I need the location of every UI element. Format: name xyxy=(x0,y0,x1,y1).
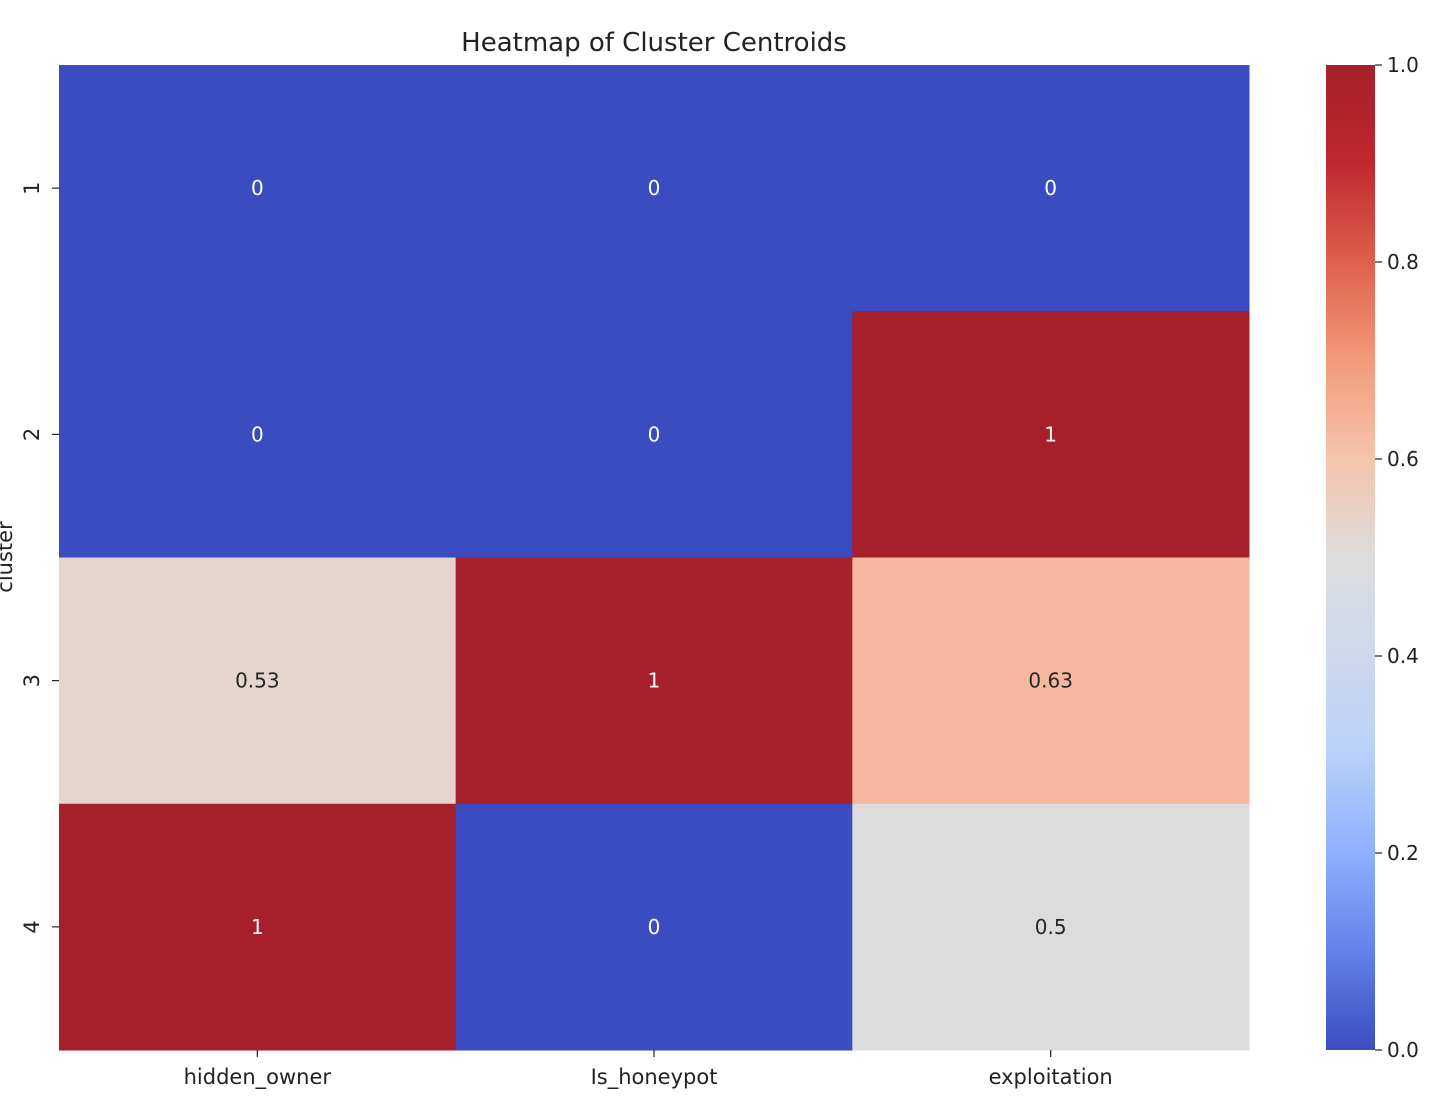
y-tick-label: 1 xyxy=(20,181,44,194)
y-axis-label: cluster xyxy=(0,521,17,593)
cell-value-label: 0 xyxy=(648,915,661,939)
x-axis: hidden_owner Is_honeypot exploitation xyxy=(184,1050,1113,1090)
x-tick-label: hidden_owner xyxy=(184,1065,332,1090)
y-tick-label: 3 xyxy=(20,674,44,687)
heatmap-cells xyxy=(59,65,1250,1051)
chart-title: Heatmap of Cluster Centroids xyxy=(461,28,847,58)
heatmap-cell xyxy=(59,803,457,1051)
x-tick-label: exploitation xyxy=(989,1065,1113,1089)
cell-value-label: 1 xyxy=(1044,422,1057,446)
y-tick-label: 2 xyxy=(20,428,44,441)
cell-value-label: 0 xyxy=(1044,176,1057,200)
cell-value-label: 0.63 xyxy=(1028,669,1073,693)
colorbar-tick-label: 0.0 xyxy=(1387,1038,1419,1062)
colorbar-tick-label: 0.4 xyxy=(1387,644,1419,668)
heatmap-cell xyxy=(59,311,457,558)
cell-value-label: 0 xyxy=(648,422,661,446)
heatmap-cell xyxy=(455,557,853,805)
cell-value-label: 0 xyxy=(251,176,264,200)
cell-value-label: 1 xyxy=(251,915,264,939)
heatmap-annotations: 0 0 0 0 0 1 0.53 1 0.63 1 0 0.5 xyxy=(235,176,1073,939)
colorbar: 0.0 0.2 0.4 0.6 0.8 1.0 xyxy=(1326,53,1419,1062)
colorbar-tick-label: 0.8 xyxy=(1387,250,1419,274)
colorbar-gradient xyxy=(1326,65,1375,1050)
y-axis: 1 2 3 4 xyxy=(20,181,59,934)
heatmap-cell xyxy=(455,311,853,558)
heatmap-cell xyxy=(852,311,1250,558)
colorbar-tick-label: 0.6 xyxy=(1387,447,1419,471)
cell-value-label: 0.5 xyxy=(1035,915,1067,939)
colorbar-tick-label: 1.0 xyxy=(1387,53,1419,77)
heatmap-cell xyxy=(455,65,853,312)
heatmap-cell xyxy=(455,803,853,1051)
cell-value-label: 1 xyxy=(648,669,661,693)
x-tick-label: Is_honeypot xyxy=(591,1065,718,1090)
heatmap-cell xyxy=(852,803,1250,1051)
cell-value-label: 0.53 xyxy=(235,669,280,693)
colorbar-tick-label: 0.2 xyxy=(1387,841,1419,865)
heatmap-cell xyxy=(852,65,1250,312)
cell-value-label: 0 xyxy=(251,422,264,446)
heatmap-cell xyxy=(59,557,457,805)
y-tick-label: 4 xyxy=(20,920,44,933)
heatmap-cell xyxy=(59,65,457,312)
heatmap-cell xyxy=(852,557,1250,805)
cell-value-label: 0 xyxy=(648,176,661,200)
